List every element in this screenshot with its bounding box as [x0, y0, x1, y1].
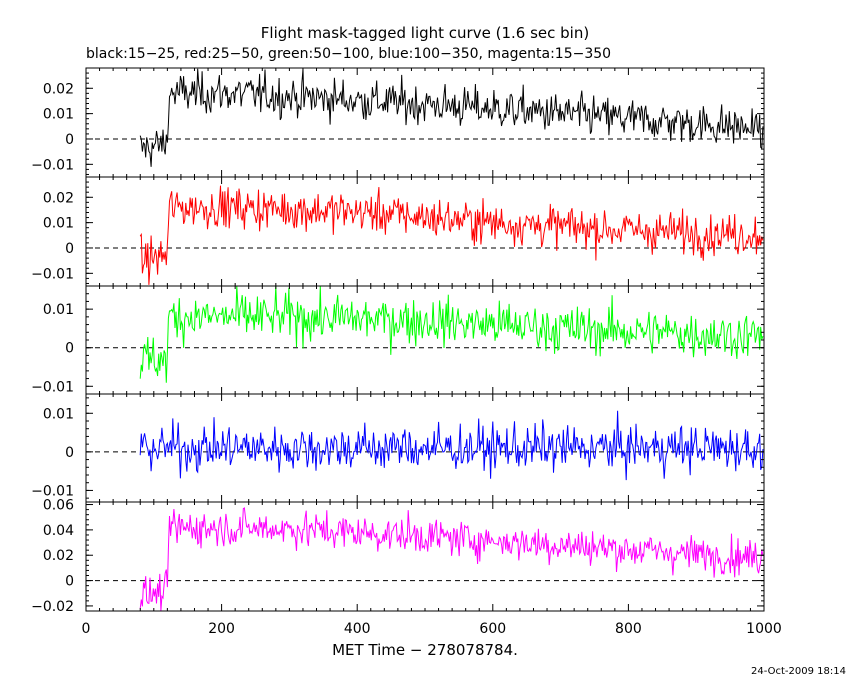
- panel-4: −0.01 0 0.01: [31, 393, 765, 503]
- y-tick-label: 0.02: [43, 81, 74, 97]
- x-tick-label: 600: [479, 621, 506, 637]
- y-tick-label: 0: [65, 341, 74, 357]
- y-tick-label: 0.01: [43, 406, 74, 422]
- light-curve-trace: [139, 507, 764, 612]
- y-tick-label: 0.06: [43, 498, 74, 514]
- panel-3: −0.01 0 0.01: [31, 285, 765, 395]
- light-curve-trace: [139, 185, 764, 285]
- y-tick-label: 0.02: [43, 190, 74, 206]
- y-tick-label: 0.02: [43, 548, 74, 564]
- y-tick-label: −0.01: [31, 483, 74, 499]
- x-axis-label: MET Time − 278078784.: [332, 641, 518, 659]
- x-tick-label: 200: [208, 621, 235, 637]
- chart-subtitle: black:15−25, red:25−50, green:50−100, bl…: [86, 46, 611, 62]
- panel-frame: [85, 285, 765, 395]
- panel-5: −0.02 0 0.02 0.04 0.06: [31, 498, 765, 615]
- panel-frame: [85, 176, 765, 287]
- panel-frame: [85, 501, 765, 612]
- y-tick-label: −0.01: [31, 379, 74, 395]
- x-tick-label: 800: [615, 621, 642, 637]
- y-tick-label: 0.01: [43, 302, 74, 318]
- y-tick-label: −0.01: [31, 266, 74, 282]
- y-tick-label: 0: [65, 241, 74, 257]
- panel-2: −0.01 0 0.01 0.02: [31, 176, 765, 287]
- light-curve-trace: [139, 410, 764, 481]
- y-tick-label: −0.02: [31, 599, 74, 615]
- x-tick-label: 400: [344, 621, 371, 637]
- timestamp: 24-Oct-2009 18:14: [751, 666, 846, 677]
- y-tick-label: 0.01: [43, 107, 74, 123]
- y-tick-label: 0: [65, 445, 74, 461]
- x-tick-label: 0: [82, 621, 91, 637]
- panel-frame: [85, 67, 765, 178]
- x-axis: 0 200 400 600 800 1000: [82, 621, 782, 637]
- y-tick-label: −0.01: [31, 157, 74, 173]
- y-tick-label: 0.04: [43, 523, 74, 539]
- chart-title: Flight mask-tagged light curve (1.6 sec …: [261, 24, 589, 42]
- panels-group: −0.0100.010.02−0.0100.010.02−0.0100.01−0…: [31, 67, 765, 615]
- light-curve-trace: [139, 285, 764, 383]
- panel-1: −0.01 0 0.01 0.02: [31, 67, 765, 178]
- y-tick-label: 0: [65, 132, 74, 148]
- light-curve-trace: [139, 68, 764, 167]
- y-tick-label: 0.01: [43, 216, 74, 232]
- x-tick-label: 1000: [746, 621, 782, 637]
- y-tick-label: 0: [65, 574, 74, 590]
